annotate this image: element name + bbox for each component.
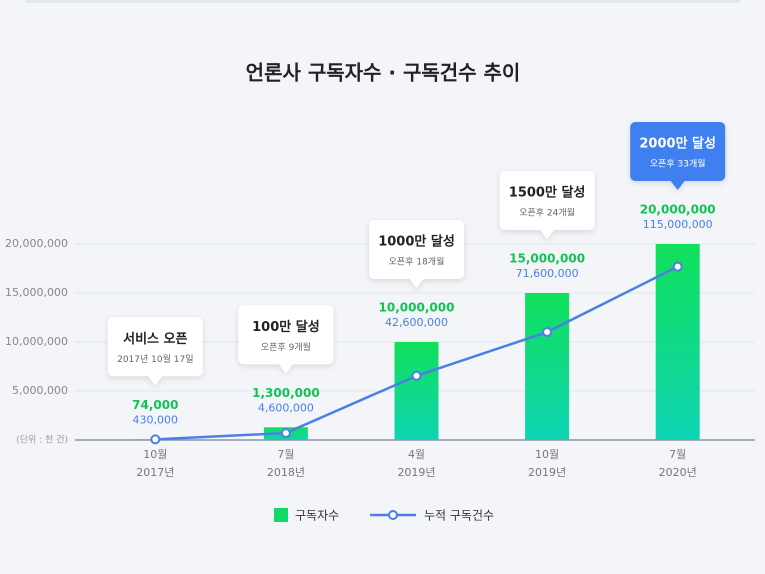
legend-swatch <box>274 508 288 522</box>
x-tick-label: 7월 <box>277 448 294 461</box>
callout <box>630 122 726 190</box>
x-tick-label: 2020년 <box>659 466 697 479</box>
callout <box>238 305 334 374</box>
callout-title: 2000만 달성 <box>639 136 716 152</box>
line-value-label: 4,600,000 <box>258 401 314 414</box>
callout <box>369 220 464 288</box>
callout-subtitle: 오픈후 18개월 <box>389 256 445 268</box>
x-tick-label: 4월 <box>408 448 425 461</box>
legend-label: 구독자수 <box>295 509 339 523</box>
line-point <box>150 434 161 445</box>
line-value-label: 71,600,000 <box>516 267 579 280</box>
x-tick-label: 2019년 <box>528 466 566 479</box>
callout-box <box>238 305 334 374</box>
chart-title: 언론사 구독자수 · 구독건수 추이 <box>246 61 521 85</box>
x-tick-label: 2019년 <box>397 466 435 479</box>
y-tick-label: 15,000,000 <box>5 286 68 299</box>
callout-box <box>107 317 203 386</box>
bar <box>525 293 570 440</box>
callout-title: 1500만 달성 <box>509 185 586 201</box>
callout-box <box>369 220 464 288</box>
callout-subtitle: 2017년 10월 17일 <box>117 353 193 365</box>
y-tick-label: (단위 : 천 건) <box>16 435 68 446</box>
bar-value-label: 15,000,000 <box>509 252 585 266</box>
bar <box>655 244 700 440</box>
line-point <box>280 428 291 439</box>
line-point <box>411 370 422 381</box>
callout-subtitle: 오픈후 33개월 <box>650 158 706 170</box>
x-tick-label: 2017년 <box>136 466 174 479</box>
line-value-label: 115,000,000 <box>643 218 713 231</box>
callout-subtitle: 오픈후 9개월 <box>261 341 311 353</box>
y-tick-label: 5,000,000 <box>12 384 68 397</box>
legend-marker <box>388 510 398 520</box>
bar-value-label: 20,000,000 <box>640 203 716 217</box>
callout <box>499 171 595 239</box>
x-tick-label: 10월 <box>535 448 559 461</box>
line-point <box>672 261 683 272</box>
callout-title: 1000만 달성 <box>378 234 455 250</box>
legend-label: 누적 구독건수 <box>424 509 494 523</box>
line-value-label: 42,600,000 <box>385 316 448 329</box>
callout <box>107 317 203 386</box>
callout-subtitle: 오픈후 24개월 <box>519 207 575 219</box>
top-band <box>25 0 740 3</box>
callout-box <box>499 171 595 239</box>
x-tick-label: 2018년 <box>267 466 305 479</box>
bar-value-label: 1,300,000 <box>252 386 320 400</box>
x-tick-label: 10월 <box>143 448 167 461</box>
line-value-label: 430,000 <box>133 413 179 426</box>
x-tick-label: 7월 <box>669 448 686 461</box>
y-tick-label: 20,000,000 <box>5 237 68 250</box>
line-point <box>542 327 553 338</box>
y-tick-label: 10,000,000 <box>5 335 68 348</box>
callout-box <box>630 122 726 190</box>
callout-title: 서비스 오픈 <box>123 332 187 347</box>
bar-value-label: 10,000,000 <box>379 301 455 315</box>
bar-value-label: 74,000 <box>132 398 178 412</box>
bar <box>394 342 439 440</box>
callout-title: 100만 달성 <box>252 319 320 335</box>
